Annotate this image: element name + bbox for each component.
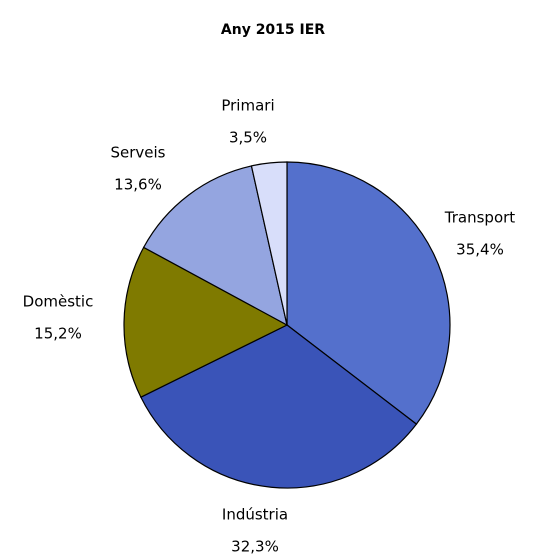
slice-label: Primari (221, 97, 274, 115)
slice-value: 15,2% (34, 325, 82, 343)
pie-slice (140, 324, 418, 489)
slice-value: 35,4% (456, 241, 504, 259)
slice-value: 13,6% (114, 176, 162, 194)
pie-slice (286, 161, 451, 425)
slice-label: Transport (444, 209, 516, 227)
pie-slice (123, 246, 289, 398)
slice-value: 32,3% (231, 538, 279, 555)
pie-slice (142, 165, 288, 327)
slice-value: 3,5% (229, 129, 267, 147)
slice-label: Indústria (222, 506, 288, 524)
chart-title: Any 2015 IER (221, 22, 325, 38)
slice-label: Domèstic (23, 293, 94, 311)
pie-slice (250, 161, 288, 326)
slice-label: Serveis (110, 144, 165, 162)
